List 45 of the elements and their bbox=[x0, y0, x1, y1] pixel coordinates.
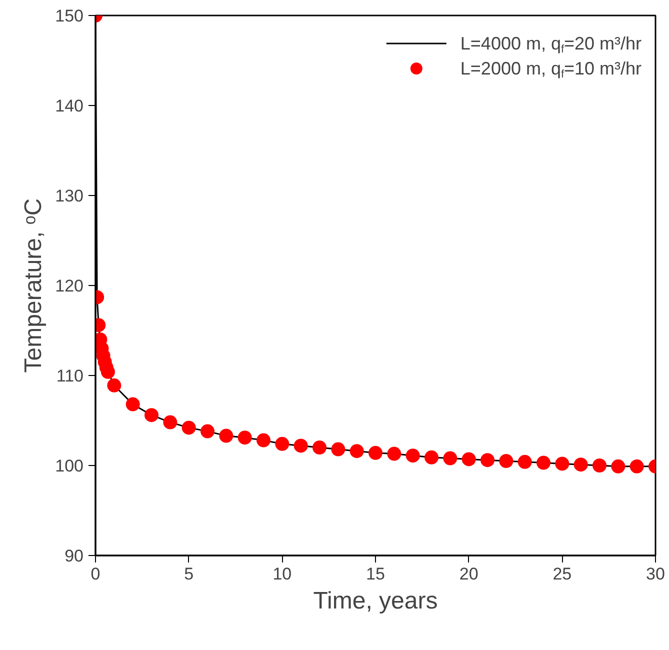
x-tick-label: 10 bbox=[272, 564, 292, 584]
x-tick-label: 5 bbox=[184, 564, 194, 584]
point bbox=[182, 420, 196, 435]
x-tick-label: 25 bbox=[552, 564, 572, 584]
point bbox=[592, 458, 606, 472]
x-axis-title: Time, years bbox=[313, 588, 438, 614]
y-tick-label: 110 bbox=[56, 366, 84, 386]
point bbox=[275, 436, 290, 451]
point bbox=[163, 415, 178, 430]
point bbox=[424, 450, 438, 464]
y-tick-label: 90 bbox=[64, 546, 84, 566]
point bbox=[462, 452, 476, 466]
point bbox=[518, 454, 532, 469]
point bbox=[499, 454, 514, 468]
point bbox=[331, 442, 346, 456]
point bbox=[238, 430, 252, 445]
point bbox=[630, 459, 644, 474]
y-tick-label: 130 bbox=[55, 186, 84, 206]
point bbox=[406, 448, 420, 463]
y-axis-title: Temperature, ᵒC bbox=[20, 198, 48, 373]
x-tick-label: 20 bbox=[459, 564, 478, 584]
point bbox=[126, 397, 140, 412]
y-tick-label: 140 bbox=[55, 96, 84, 116]
point bbox=[312, 440, 326, 454]
y-tick-label: 150 bbox=[55, 6, 84, 26]
point bbox=[536, 456, 550, 470]
point bbox=[350, 444, 364, 458]
y-tick-label: 100 bbox=[55, 456, 84, 476]
point bbox=[219, 428, 234, 443]
point bbox=[294, 438, 308, 453]
point bbox=[574, 458, 588, 472]
point bbox=[555, 456, 570, 471]
point bbox=[387, 446, 402, 461]
x-tick-label: 15 bbox=[366, 564, 385, 584]
point bbox=[480, 453, 494, 468]
point bbox=[144, 408, 158, 422]
x-tick-label: 0 bbox=[90, 564, 100, 584]
y-tick-label: 120 bbox=[55, 276, 84, 296]
point bbox=[368, 446, 382, 460]
point bbox=[200, 424, 214, 438]
x-tick-label: 30 bbox=[646, 564, 665, 584]
point bbox=[611, 459, 626, 474]
point bbox=[443, 451, 458, 466]
point bbox=[107, 378, 122, 392]
point bbox=[256, 433, 270, 448]
